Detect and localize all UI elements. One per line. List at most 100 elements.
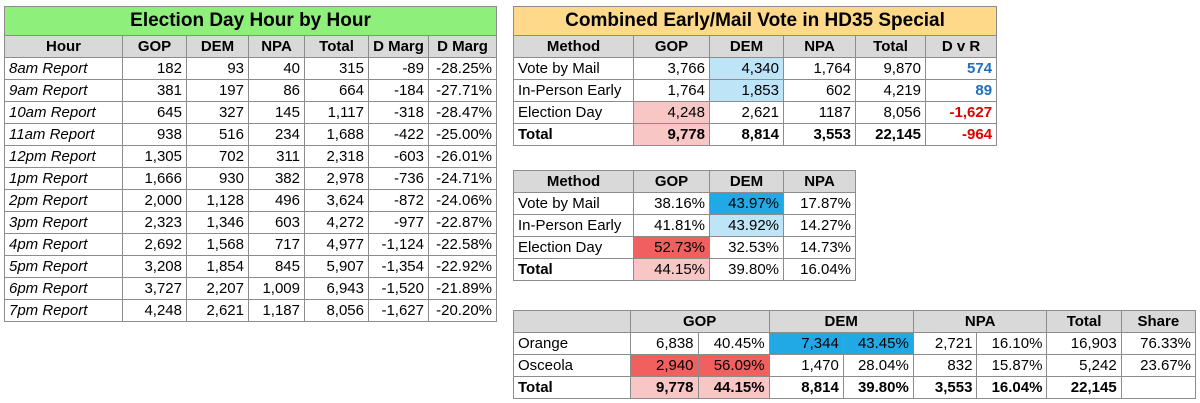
cell: 9,778 <box>633 123 710 146</box>
table-row: Vote by Mail 3,766 4,340 1,764 9,870 574 <box>513 57 998 80</box>
cell: 516 <box>186 123 249 146</box>
cell: -22.92% <box>428 255 497 278</box>
cell: 38.16% <box>633 192 710 215</box>
cell: -89 <box>368 57 429 80</box>
cell: 327 <box>186 101 249 124</box>
cell: 496 <box>248 189 305 212</box>
cell: 2,323 <box>122 211 187 234</box>
header-cell: GOP <box>629 310 770 333</box>
cell: 8,056 <box>855 101 926 124</box>
cell: -184 <box>368 79 429 102</box>
hourly-body: 8am Report 182 93 40 315 -89 -28.25% 9am Report… <box>4 57 497 322</box>
cell: 3,766 <box>633 57 710 80</box>
table-row: 7pm Report 4,248 2,621 1,187 8,056 -1,627 -20.… <box>4 299 497 322</box>
header-cell: GOP <box>122 35 187 58</box>
cell: 4,219 <box>855 79 926 102</box>
row-label: 1pm Report <box>4 167 123 190</box>
cell: 39.80% <box>709 258 784 281</box>
cell: -28.25% <box>428 57 497 80</box>
cell: 602 <box>783 79 856 102</box>
header-cell: Hour <box>4 35 123 58</box>
cell: 2,621 <box>186 299 249 322</box>
cell: 9,778 <box>629 376 699 399</box>
cell: 1,853 <box>709 79 784 102</box>
row-label: Election Day <box>513 101 634 124</box>
combined-header-row: Method GOP DEM NPA Total D v R <box>513 35 998 58</box>
cell: 2,000 <box>122 189 187 212</box>
cell: 6,838 <box>629 332 699 355</box>
header-cell: NPA <box>248 35 305 58</box>
cell: 1,117 <box>304 101 369 124</box>
table-row: 1pm Report 1,666 930 382 2,978 -736 -24.71% <box>4 167 497 190</box>
share-table: Method GOP DEM NPA Vote by Mail 38.16% 4… <box>513 170 856 281</box>
header-cell: D v R <box>924 35 998 58</box>
combined-table: Combined Early/Mail Vote in HD35 Special… <box>512 6 998 146</box>
cell: 717 <box>248 233 305 256</box>
cell: 1,470 <box>768 354 844 377</box>
cell: -1,354 <box>368 255 429 278</box>
table-row: Vote by Mail 38.16% 43.97% 17.87% <box>513 192 856 215</box>
header-cell: NPA <box>783 170 856 193</box>
row-label: 7pm Report <box>4 299 123 322</box>
table-row: Orange 6,838 40.45% 7,344 43.45% 2,721 1… <box>513 332 1197 355</box>
cell: 16,903 <box>1046 332 1122 355</box>
cell: 5,907 <box>304 255 369 278</box>
cell: 4,248 <box>122 299 187 322</box>
row-label: Total <box>513 376 631 399</box>
header-cell: Method <box>513 35 634 58</box>
cell: -736 <box>368 167 429 190</box>
header-cell: D Marg <box>428 35 497 58</box>
cell: 2,207 <box>186 277 249 300</box>
header-cell: DEM <box>186 35 249 58</box>
cell: 40 <box>248 57 305 80</box>
table-row: 8am Report 182 93 40 315 -89 -28.25% <box>4 57 497 80</box>
cell: 2,318 <box>304 145 369 168</box>
cell: 4,248 <box>633 101 710 124</box>
cell: -872 <box>368 189 429 212</box>
header-cell: DEM <box>709 170 784 193</box>
total-row: Total 9,778 8,814 3,553 22,145 -964 <box>513 123 998 146</box>
cell: 52.73% <box>633 236 710 259</box>
cell: 3,208 <box>122 255 187 278</box>
table-row: 10am Report 645 327 145 1,117 -318 -28.47% <box>4 101 497 124</box>
table-row: In-Person Early 41.81% 43.92% 14.27% <box>513 214 856 237</box>
cell: 2,692 <box>122 233 187 256</box>
cell: 22,145 <box>855 123 926 146</box>
cell: 44.15% <box>633 258 710 281</box>
cell: 2,940 <box>629 354 699 377</box>
table-row: 3pm Report 2,323 1,346 603 4,272 -977 -22.87% <box>4 211 497 234</box>
county-header-row: GOP DEM NPA Total Share <box>513 310 1197 333</box>
header-cell: GOP <box>633 170 710 193</box>
cell: -977 <box>368 211 429 234</box>
cell: 4,272 <box>304 211 369 234</box>
header-cell: Method <box>513 170 634 193</box>
cell: 16.04% <box>783 258 856 281</box>
table-row: Election Day 52.73% 32.53% 14.73% <box>513 236 856 259</box>
cell: 8,056 <box>304 299 369 322</box>
cell: 1,764 <box>633 79 710 102</box>
cell: -28.47% <box>428 101 497 124</box>
cell: 182 <box>122 57 187 80</box>
cell: -20.20% <box>428 299 497 322</box>
cell: 1,764 <box>783 57 856 80</box>
cell: 6,943 <box>304 277 369 300</box>
cell: 1,128 <box>186 189 249 212</box>
cell: 14.27% <box>783 214 856 237</box>
row-label: Total <box>513 258 634 281</box>
cell: 574 <box>924 57 998 80</box>
row-label: In-Person Early <box>513 79 634 102</box>
row-label: Total <box>513 123 634 146</box>
row-label: 9am Report <box>4 79 123 102</box>
cell: 1,854 <box>186 255 249 278</box>
cell: -1,124 <box>368 233 429 256</box>
table-row: 11am Report 938 516 234 1,688 -422 -25.00% <box>4 123 497 146</box>
cell: -24.06% <box>428 189 497 212</box>
row-label: Vote by Mail <box>513 192 634 215</box>
cell: 664 <box>304 79 369 102</box>
cell: 3,624 <box>304 189 369 212</box>
cell: 845 <box>248 255 305 278</box>
cell: 930 <box>186 167 249 190</box>
cell: 17.87% <box>783 192 856 215</box>
cell: 3,553 <box>783 123 856 146</box>
header-cell <box>513 310 631 333</box>
